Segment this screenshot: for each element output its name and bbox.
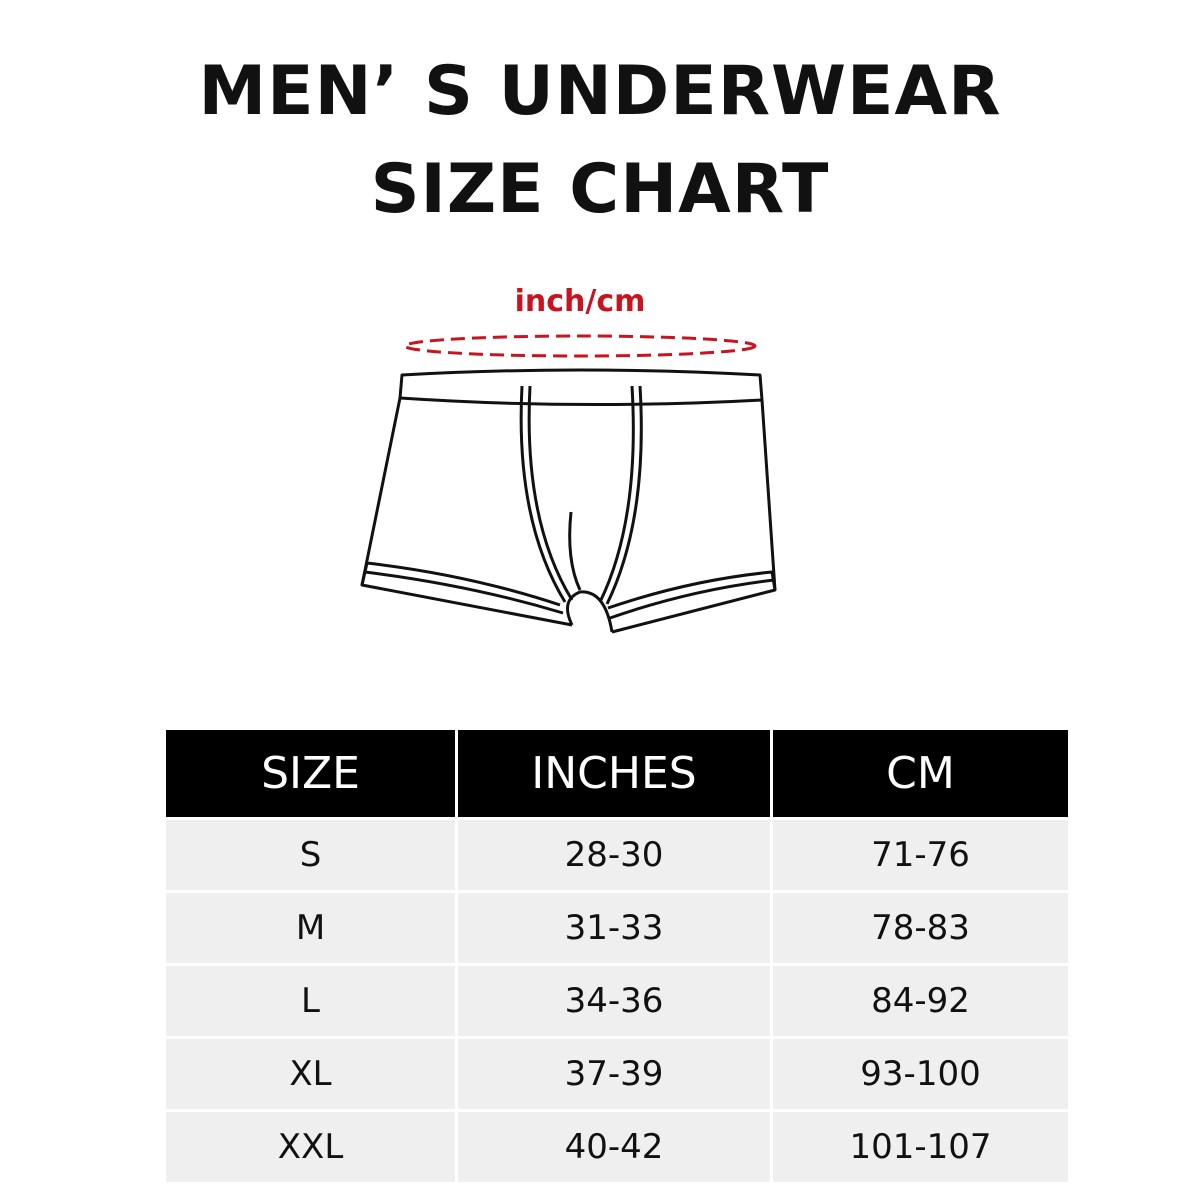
header-inches: INCHES [455,730,770,817]
table-row: L 34-36 84-92 [166,963,1068,1036]
cell-inches: 34-36 [455,963,770,1036]
table-header-row: SIZE INCHES CM [166,730,1068,817]
cell-size: L [166,963,455,1036]
cell-cm: 78-83 [770,890,1068,963]
cell-size: S [166,817,455,890]
cell-inches: 40-42 [455,1109,770,1182]
underwear-illustration [360,334,777,634]
cell-size: M [166,890,455,963]
cell-cm: 84-92 [770,963,1068,1036]
waist-measurement-ellipse [403,334,757,358]
header-size: SIZE [166,730,455,817]
table-row: S 28-30 71-76 [166,817,1068,890]
title-line-1: MEN’ S UNDERWEAR [198,52,1002,131]
table-row: M 31-33 78-83 [166,890,1068,963]
cell-cm: 71-76 [770,817,1068,890]
cell-cm: 93-100 [770,1036,1068,1109]
cell-inches: 31-33 [455,890,770,963]
cell-inches: 28-30 [455,817,770,890]
boxer-briefs-outline [360,368,777,634]
title-line-2: SIZE CHART [370,150,830,229]
cell-size: XL [166,1036,455,1109]
cell-size: XXL [166,1109,455,1182]
cell-inches: 37-39 [455,1036,770,1109]
table-row: XXL 40-42 101-107 [166,1109,1068,1182]
size-table: SIZE INCHES CM S 28-30 71-76 M 31-33 78-… [166,730,1068,1182]
header-cm: CM [770,730,1068,817]
cell-cm: 101-107 [770,1109,1068,1182]
measurement-unit-label: inch/cm [514,284,646,319]
table-row: XL 37-39 93-100 [166,1036,1068,1109]
